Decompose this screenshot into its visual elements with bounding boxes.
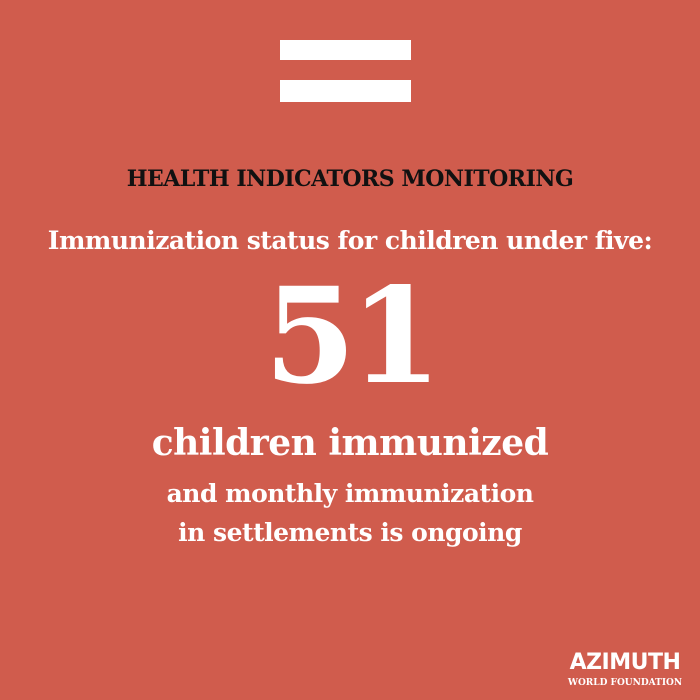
stat-line: and monthly immunization <box>166 479 534 508</box>
icon-bar <box>280 40 411 60</box>
logo-name: AZIMUTH <box>569 650 681 675</box>
stat-line: in settlements is ongoing <box>178 518 522 547</box>
heading: HEALTH INDICATORS MONITORING <box>126 166 574 192</box>
stat-label: children immunized <box>151 422 549 464</box>
logo-tagline: WORLD FOUNDATION <box>567 678 683 688</box>
subtitle: Immunization status for children under f… <box>47 226 653 255</box>
icon-bar <box>280 80 411 102</box>
big-number: 51 <box>264 259 442 414</box>
